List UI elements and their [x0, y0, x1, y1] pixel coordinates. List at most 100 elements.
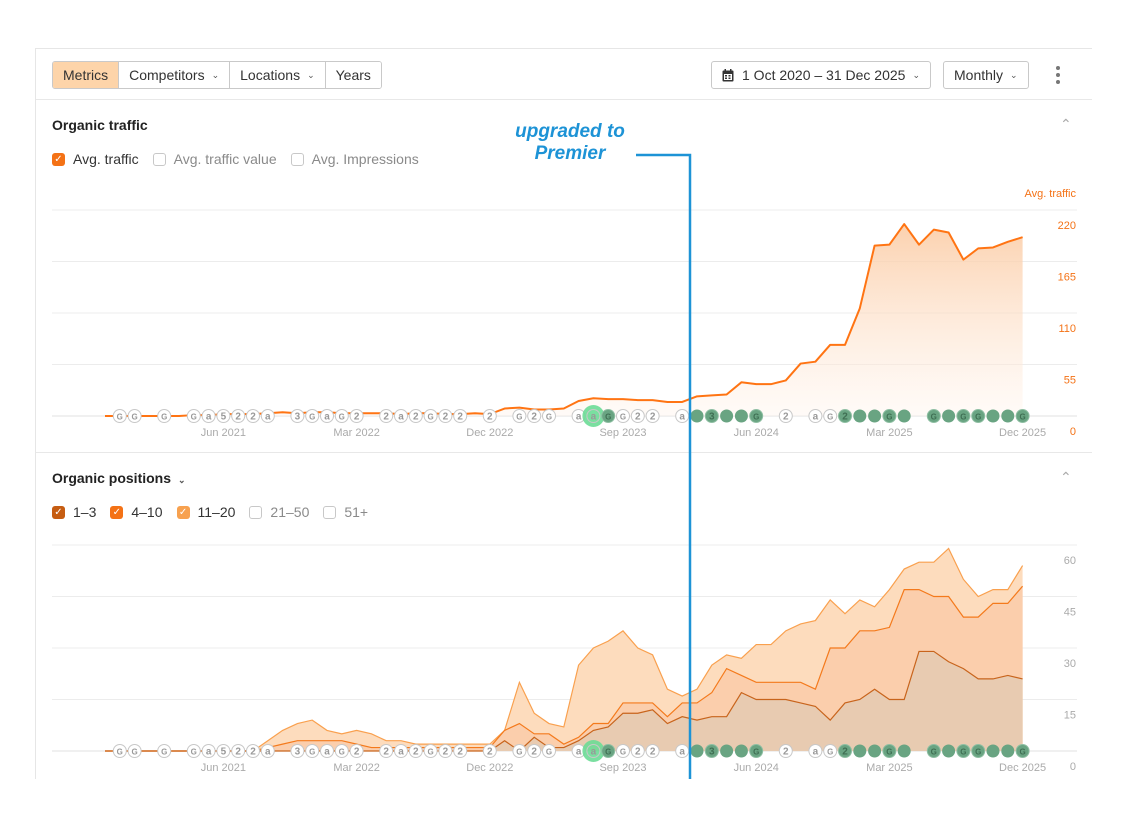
interval-dropdown[interactable]: Monthly ⌄ [943, 61, 1029, 89]
checkbox-pos-21-50[interactable]: 21–50 [249, 504, 309, 520]
annotation-marker-label: G [975, 748, 981, 757]
annotation-marker [482, 409, 497, 423]
checkbox-pos-51-plus[interactable]: 51+ [323, 504, 368, 520]
date-range-picker[interactable]: 1 Oct 2020 – 31 Dec 2025 ⌄ [711, 61, 931, 89]
annotation-marker [290, 744, 305, 758]
annotation-marker [897, 409, 911, 423]
annotation-marker-label: G [931, 413, 937, 422]
checkbox-avg-impressions[interactable]: Avg. Impressions [290, 151, 419, 167]
annotation-marker-label: 2 [250, 747, 256, 758]
checkbox-pos-4-10[interactable]: ✓ 4–10 [110, 504, 163, 520]
annotation-marker-label: 2 [487, 747, 493, 758]
locations-dropdown[interactable]: Locations ⌄ [230, 62, 326, 88]
checkmark-icon: ✓ [176, 505, 190, 519]
tab-metrics[interactable]: Metrics [53, 62, 120, 88]
annotation-marker [586, 409, 601, 423]
annotation-marker-label: G [339, 413, 345, 422]
annotation-marker [690, 409, 704, 423]
annotation-marker [157, 409, 172, 423]
annotation-marker [868, 744, 882, 758]
annotation-marker-label: a [324, 412, 330, 423]
x-tick-label: Mar 2025 [866, 762, 912, 774]
x-tick-label: Jun 2021 [201, 762, 246, 774]
annotation-marker-label: G [975, 413, 981, 422]
annotation-marker [216, 409, 231, 423]
checkbox-pos-1-3[interactable]: ✓ 1–3 [52, 504, 96, 520]
y-tick-label: 110 [1058, 323, 1076, 335]
annotation-marker-label: G [605, 413, 611, 422]
annotation-marker-label: G [620, 748, 626, 757]
annotation-marker [349, 744, 364, 758]
checkmark-icon: ✓ [110, 505, 124, 519]
annotation-marker [260, 744, 275, 758]
annotation-marker [527, 744, 542, 758]
annotation-marker [645, 409, 660, 423]
annotation-marker-label: G [1019, 413, 1025, 422]
annotation-marker-label: 2 [354, 747, 360, 758]
chevron-down-icon: ⌄ [1010, 69, 1018, 80]
checkbox-box [249, 505, 263, 519]
annotation-marker-label: G [161, 413, 167, 422]
annotation-marker [1001, 409, 1015, 423]
annotation-marker-label: G [753, 748, 759, 757]
annotation-marker [290, 409, 305, 423]
annotation-marker-label: 3 [709, 412, 715, 423]
annotation-line-2: Premier [534, 143, 606, 164]
annotation-marker [246, 409, 260, 423]
annotation-marker-label: 2 [235, 747, 241, 758]
traffic-axis-title: Avg. traffic [1024, 188, 1076, 200]
annotation-marker-label: G [427, 748, 433, 757]
annotation-marker-label: 5 [221, 747, 227, 758]
annotation-marker-label: G [931, 748, 937, 757]
annotation-marker-label: G [827, 748, 833, 757]
annotation-marker-label: G [191, 413, 197, 422]
collapse-chevron-up-icon[interactable]: ⌃ [1060, 469, 1072, 485]
annotation-marker-label: 2 [354, 412, 360, 423]
competitors-dropdown[interactable]: Competitors ⌄ [119, 62, 231, 88]
annotation-marker [853, 744, 867, 758]
annotation-marker [853, 409, 867, 423]
annotation-marker [675, 409, 690, 423]
annotation-marker-label: 2 [443, 747, 449, 758]
annotation-marker-label: a [679, 412, 685, 423]
y-tick-label: 0 [1070, 761, 1076, 773]
annotation-marker [704, 409, 719, 423]
y-tick-label: 220 [1058, 220, 1076, 232]
checkbox-box [323, 505, 337, 519]
checkbox-avg-traffic-value[interactable]: Avg. traffic value [152, 151, 277, 167]
collapse-chevron-up-icon[interactable]: ⌃ [1060, 116, 1072, 132]
annotation-marker [778, 744, 793, 758]
annotation-marker-label: G [886, 748, 892, 757]
annotation-marker [201, 409, 216, 423]
annotation-marker-label: a [591, 412, 597, 423]
checkbox-pos-11-20[interactable]: ✓ 11–20 [176, 504, 235, 520]
chevron-down-icon: ⌄ [307, 69, 315, 80]
card-border [35, 48, 36, 779]
annotation-marker-label: 2 [842, 747, 848, 758]
annotation-marker [616, 409, 630, 423]
annotation-marker-label: 2 [650, 412, 656, 423]
position-range-checkboxes: ✓ 1–3 ✓ 4–10 ✓ 11–20 21–50 51+ [52, 504, 382, 520]
annotation-marker-label: G [309, 748, 315, 757]
annotation-marker [349, 409, 364, 423]
tab-years[interactable]: Years [325, 62, 381, 88]
annotation-marker-label: G [191, 748, 197, 757]
annotation-marker-label: 2 [487, 412, 493, 423]
x-tick-label: Mar 2025 [866, 427, 912, 439]
annotation-marker [260, 409, 275, 423]
annotation-marker-label: G [339, 748, 345, 757]
annotation-marker-label: 2 [783, 412, 789, 423]
x-tick-label: Jun 2024 [734, 427, 779, 439]
more-options-kebab-icon[interactable] [1052, 66, 1064, 84]
premier-upgrade-annotation: upgraded to Premier [490, 121, 650, 165]
annotation-marker [645, 744, 660, 758]
annotation-marker-label: G [605, 748, 611, 757]
annotation-marker [630, 744, 645, 758]
annotation-marker [453, 744, 468, 758]
annotation-marker-label: 2 [635, 412, 641, 423]
checkbox-avg-traffic[interactable]: ✓ Avg. traffic [52, 151, 139, 167]
annotation-marker-label: 2 [383, 412, 389, 423]
x-tick-label: Dec 2025 [999, 427, 1046, 439]
annotation-marker-label: 2 [783, 747, 789, 758]
organic-positions-dropdown[interactable]: Organic positions ⌄ [52, 470, 186, 486]
